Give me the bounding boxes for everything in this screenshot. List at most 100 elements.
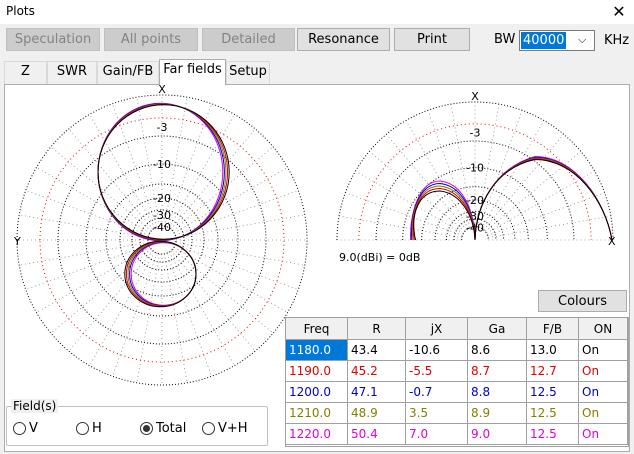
table-cell[interactable]: 12.7 xyxy=(527,361,579,382)
radio-label[interactable]: Total xyxy=(156,421,187,436)
table-cell[interactable]: 12.5 xyxy=(527,382,579,403)
table-cell[interactable]: 8.6 xyxy=(468,340,527,361)
axis-label: X xyxy=(158,83,166,96)
table-cell[interactable]: 13.0 xyxy=(527,340,579,361)
table-cell[interactable]: On xyxy=(579,403,628,424)
spoke xyxy=(385,134,467,231)
table-cell[interactable]: 7.0 xyxy=(406,424,468,445)
spoke xyxy=(175,214,305,238)
bw-unit: KHz xyxy=(604,33,630,48)
spoke xyxy=(173,167,288,234)
spoke xyxy=(427,110,471,228)
spoke xyxy=(369,150,466,232)
toolbar-button[interactable]: Resonance xyxy=(297,28,390,51)
toolbar-button[interactable]: Print xyxy=(394,28,470,51)
table-cell[interactable]: 48.9 xyxy=(348,403,406,424)
spoke xyxy=(172,248,274,334)
spoke xyxy=(486,170,595,234)
radio-label[interactable]: V+H xyxy=(218,421,248,436)
table-cell[interactable]: 45.2 xyxy=(348,361,406,382)
table-cell[interactable]: -5.5 xyxy=(406,361,468,382)
table-cell[interactable]: 47.1 xyxy=(348,382,406,403)
ring-label: -40 xyxy=(153,221,171,234)
spoke xyxy=(355,170,464,234)
table-cell[interactable]: 43.4 xyxy=(348,340,406,361)
grid-ring xyxy=(402,167,548,241)
spoke xyxy=(479,110,523,228)
ring-label: -10 xyxy=(153,158,171,171)
radio[interactable] xyxy=(202,422,215,435)
window-title: Plots xyxy=(6,4,35,18)
pattern-trace xyxy=(97,104,230,240)
table-cell[interactable]: On xyxy=(579,382,628,403)
table-cell[interactable]: 12.5 xyxy=(527,403,579,424)
spoke xyxy=(50,146,152,232)
spoke xyxy=(488,215,611,239)
pattern-trace xyxy=(474,158,613,241)
grid-ring xyxy=(85,163,239,317)
grid-ring xyxy=(57,135,267,345)
table-cell[interactable]: 8.7 xyxy=(468,361,527,382)
table-header: Freq xyxy=(286,318,348,340)
spoke xyxy=(345,192,463,236)
table-cell[interactable]: 12.5 xyxy=(527,424,579,445)
axis-label: X xyxy=(608,235,616,248)
colours-button[interactable]: Colours xyxy=(538,290,627,312)
table-cell[interactable]: 1200.0 xyxy=(286,382,348,403)
spoke xyxy=(36,167,151,234)
close-button[interactable]: ✕ xyxy=(612,2,626,21)
table-cell[interactable]: 50.4 xyxy=(348,424,406,445)
dropdown-arrow[interactable]: ⌵ xyxy=(578,33,587,46)
table-cell[interactable]: On xyxy=(579,340,628,361)
table-cell[interactable]: On xyxy=(579,361,628,382)
spoke xyxy=(89,114,156,229)
table-cell[interactable]: 1180.0 xyxy=(286,340,348,361)
table-cell[interactable]: 1210.0 xyxy=(286,403,348,424)
tab[interactable]: Far fields xyxy=(159,59,226,85)
table-cell[interactable]: -0.7 xyxy=(406,382,468,403)
spoke xyxy=(476,104,500,227)
tab[interactable]: Gain/FB xyxy=(97,61,159,84)
spoke xyxy=(405,120,469,229)
table-header: Ga xyxy=(468,318,527,340)
table-cell[interactable]: 1190.0 xyxy=(286,361,348,382)
table-cell[interactable]: 8.9 xyxy=(468,403,527,424)
pattern-trace xyxy=(124,240,197,308)
radio[interactable] xyxy=(76,422,89,435)
spoke xyxy=(484,150,581,232)
spoke xyxy=(481,120,545,229)
table-cell[interactable]: 9.0 xyxy=(468,424,527,445)
radio[interactable] xyxy=(13,422,26,435)
pattern-trace xyxy=(413,190,476,241)
ring-label: -30 xyxy=(153,209,171,222)
table-cell[interactable]: 3.5 xyxy=(406,403,468,424)
spoke xyxy=(19,214,149,238)
ring-label: -3 xyxy=(157,121,168,134)
tab[interactable]: Setup xyxy=(226,61,270,84)
table-cell[interactable]: On xyxy=(579,424,628,445)
grid-ring xyxy=(119,197,205,283)
table-cell[interactable]: 1220.0 xyxy=(286,424,348,445)
spoke xyxy=(89,251,156,366)
spoke xyxy=(487,192,605,236)
radio-label[interactable]: V xyxy=(29,421,38,436)
bw-label: BW xyxy=(494,32,516,47)
spoke xyxy=(168,251,235,366)
table-cell[interactable]: 8.8 xyxy=(468,382,527,403)
tab[interactable]: Z xyxy=(4,61,47,84)
tab[interactable]: SWR xyxy=(47,61,97,84)
table-header: F/B xyxy=(527,318,579,340)
axis-label: Y xyxy=(13,235,21,248)
grid-ring xyxy=(445,211,505,241)
table-cell[interactable]: -10.6 xyxy=(406,340,468,361)
bw-value: 40000 xyxy=(521,32,567,49)
spoke xyxy=(136,253,160,383)
ring-label: -20 xyxy=(466,194,484,207)
grid-ring xyxy=(16,94,308,386)
ring-label: -10 xyxy=(466,162,484,175)
spoke xyxy=(170,250,256,352)
ring-label: -20 xyxy=(153,192,171,205)
radio-label[interactable]: H xyxy=(92,421,102,436)
